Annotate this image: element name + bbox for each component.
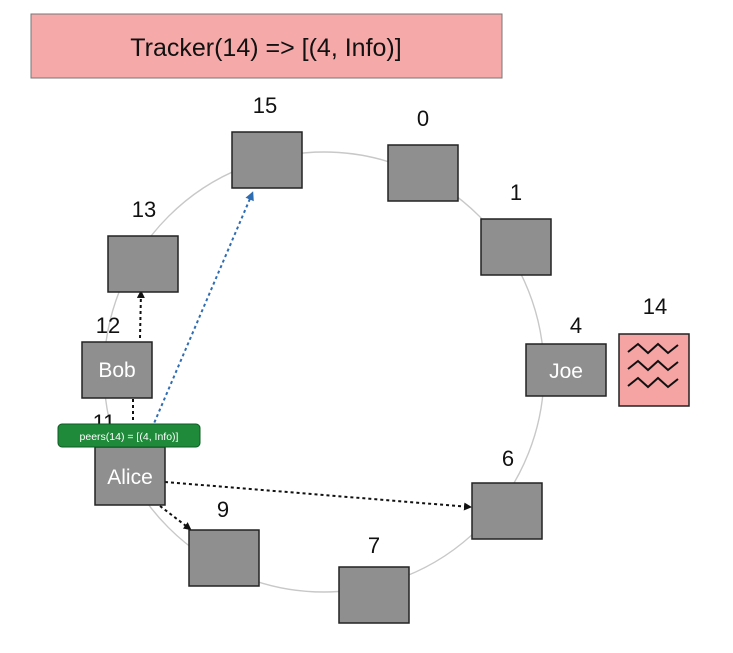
node-id-label: 12 [96,313,120,338]
node-id-label: 15 [253,93,277,118]
node-4-joe: 4 Joe [525,313,607,397]
node-id-label: 13 [132,197,156,222]
node-id-label: 4 [570,313,582,338]
node-name-alice: Alice [107,466,153,489]
node-name-joe: Joe [549,360,583,383]
tracker-header: Tracker(14) => [(4, Info)] [30,13,503,79]
node-0: 0 [387,106,459,202]
node-id-label: 7 [368,533,380,558]
file-id-label: 14 [643,294,667,319]
node-name-bob: Bob [98,359,135,382]
node-id-label: 6 [502,446,514,471]
file-14: 14 [618,294,690,407]
arrow-alice-to-node15 [151,191,254,429]
node-7: 7 [338,533,410,624]
peers-callout: peers(14) = [(4, Info)] [57,423,201,448]
arrow-bob-to-node13 [136,290,145,339]
node-15: 15 [231,93,303,189]
tracker-title: Tracker(14) => [(4, Info)] [130,34,401,62]
node-id-label: 0 [417,106,429,131]
arrows [132,191,472,531]
node-id-label: 1 [510,180,522,205]
peers-callout-text: peers(14) = [(4, Info)] [80,431,179,443]
arrow-alice-to-node6 [164,481,472,511]
node-9: 9 [188,497,260,587]
node-6: 6 [471,446,543,540]
node-13: 13 [107,197,179,293]
node-id-label: 9 [217,497,229,522]
node-12-bob: 12 Bob [81,313,153,399]
squiggle-lines-icon [627,342,679,389]
node-1: 1 [480,180,552,276]
arrow-alice-to-node9 [159,505,192,531]
